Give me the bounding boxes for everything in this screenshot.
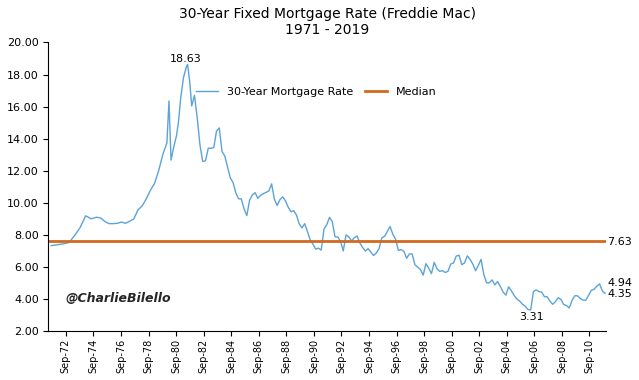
30-Year Mortgage Rate <box>511 293 518 298</box>
Legend: 30-Year Mortgage Rate, Median: 30-Year Mortgage Rate, Median <box>192 83 441 101</box>
Text: 4.94: 4.94 <box>607 278 632 288</box>
Title: 30-Year Fixed Mortgage Rate (Freddie Mac)
1971 - 2019: 30-Year Fixed Mortgage Rate (Freddie Mac… <box>179 7 476 37</box>
Text: 3.31: 3.31 <box>520 312 544 322</box>
30-Year Mortgage Rate <box>88 217 95 221</box>
Line: 30-Year Mortgage Rate: 30-Year Mortgage Rate <box>51 65 605 310</box>
30-Year Mortgage Rate <box>184 62 192 67</box>
30-Year Mortgage Rate <box>339 249 347 253</box>
30-Year Mortgage Rate <box>527 308 534 312</box>
30-Year Mortgage Rate <box>601 291 609 296</box>
Text: 18.63: 18.63 <box>170 54 201 64</box>
Text: 7.63: 7.63 <box>607 237 632 247</box>
Text: 4.35: 4.35 <box>607 289 632 299</box>
30-Year Mortgage Rate <box>202 158 210 163</box>
30-Year Mortgage Rate <box>47 243 55 248</box>
30-Year Mortgage Rate <box>505 285 512 289</box>
30-Year Mortgage Rate <box>427 271 435 276</box>
Text: @CharlieBilello: @CharlieBilello <box>65 292 171 305</box>
